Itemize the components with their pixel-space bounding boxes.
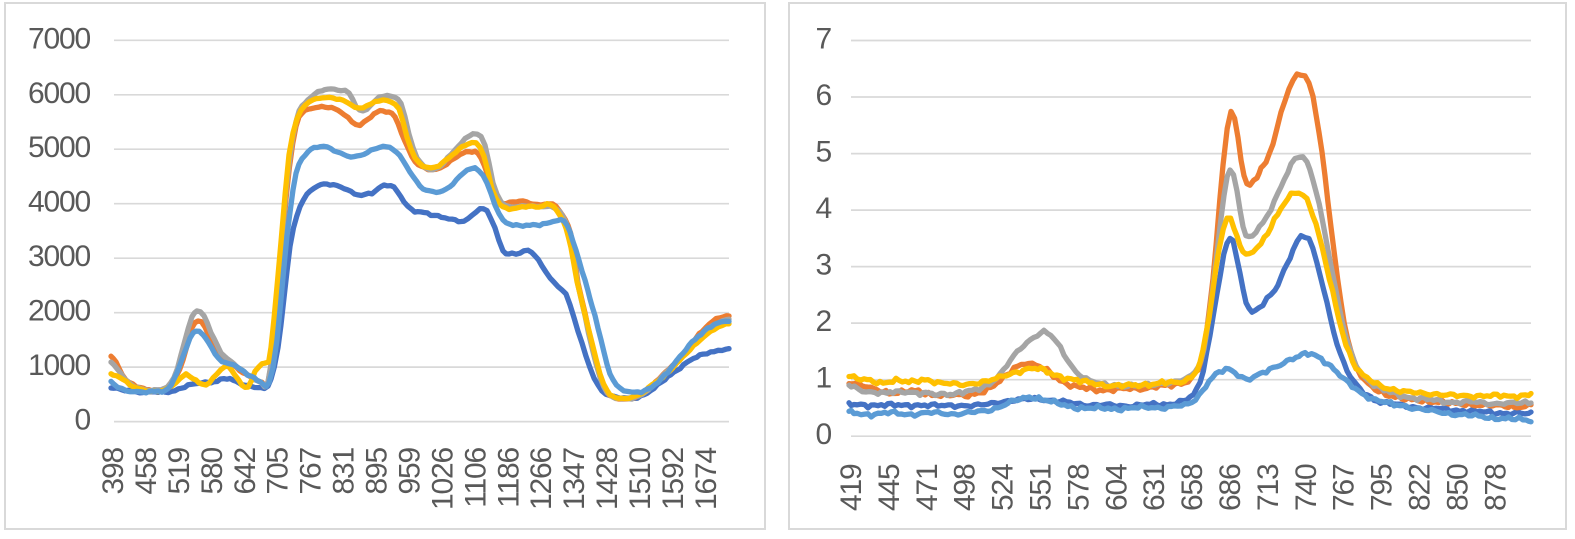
- svg-text:0: 0: [75, 404, 91, 437]
- svg-text:658: 658: [1176, 464, 1209, 511]
- svg-text:1106: 1106: [459, 447, 492, 507]
- svg-text:498: 498: [949, 464, 982, 511]
- svg-text:471: 471: [911, 464, 944, 511]
- svg-text:850: 850: [1441, 464, 1474, 511]
- svg-text:578: 578: [1062, 464, 1095, 511]
- svg-text:7: 7: [816, 23, 832, 56]
- svg-text:2000: 2000: [28, 295, 90, 328]
- svg-text:1186: 1186: [492, 447, 525, 507]
- svg-text:398: 398: [97, 447, 130, 494]
- svg-text:524: 524: [987, 464, 1020, 511]
- svg-text:795: 795: [1366, 464, 1399, 511]
- svg-text:445: 445: [873, 464, 906, 511]
- svg-text:705: 705: [262, 447, 295, 494]
- svg-text:1674: 1674: [690, 447, 723, 509]
- svg-text:1592: 1592: [657, 447, 690, 509]
- svg-text:580: 580: [196, 447, 229, 494]
- svg-text:4000: 4000: [28, 186, 90, 219]
- svg-text:878: 878: [1479, 464, 1512, 511]
- svg-text:2: 2: [816, 305, 832, 338]
- svg-text:458: 458: [130, 447, 163, 494]
- svg-text:642: 642: [229, 447, 262, 494]
- svg-text:3000: 3000: [28, 240, 90, 273]
- svg-text:1510: 1510: [624, 447, 657, 509]
- svg-text:631: 631: [1138, 464, 1171, 511]
- svg-text:895: 895: [361, 447, 394, 494]
- svg-text:831: 831: [328, 447, 361, 494]
- svg-text:419: 419: [835, 464, 868, 511]
- svg-text:5000: 5000: [28, 131, 90, 164]
- svg-text:740: 740: [1290, 464, 1323, 511]
- svg-text:6: 6: [816, 79, 832, 112]
- svg-text:519: 519: [163, 447, 196, 494]
- svg-text:686: 686: [1214, 464, 1247, 511]
- svg-text:1347: 1347: [558, 447, 591, 509]
- svg-text:0: 0: [816, 418, 832, 451]
- svg-text:1000: 1000: [28, 349, 90, 382]
- svg-text:822: 822: [1404, 464, 1437, 511]
- svg-text:7000: 7000: [28, 22, 90, 55]
- svg-text:551: 551: [1025, 464, 1058, 511]
- svg-text:1026: 1026: [426, 447, 459, 509]
- svg-text:767: 767: [295, 447, 328, 494]
- svg-text:4: 4: [816, 192, 832, 225]
- svg-text:1428: 1428: [591, 447, 624, 509]
- svg-text:6000: 6000: [28, 77, 90, 110]
- svg-text:5: 5: [816, 136, 832, 169]
- svg-text:713: 713: [1252, 464, 1285, 511]
- svg-text:959: 959: [394, 447, 427, 494]
- svg-text:1266: 1266: [525, 447, 558, 509]
- svg-text:1: 1: [816, 362, 832, 395]
- svg-text:604: 604: [1100, 464, 1133, 511]
- svg-text:3: 3: [816, 249, 832, 282]
- svg-text:767: 767: [1328, 464, 1361, 511]
